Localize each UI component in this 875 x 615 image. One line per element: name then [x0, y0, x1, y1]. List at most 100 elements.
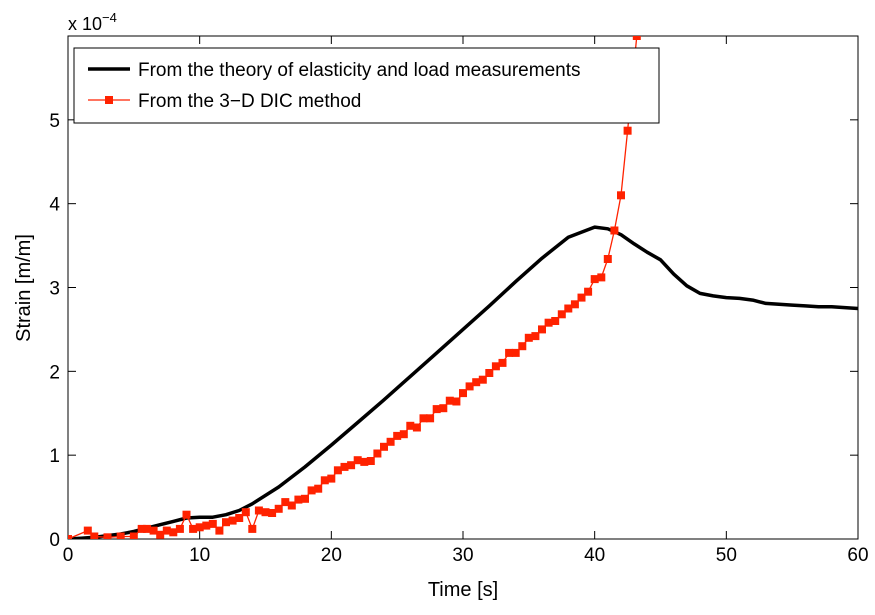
data-point — [366, 457, 375, 465]
data-point — [485, 369, 494, 377]
data-point — [340, 462, 349, 471]
data-point — [551, 317, 560, 325]
data-point — [175, 524, 184, 533]
data-point — [169, 528, 178, 537]
series-line-0 — [68, 225, 858, 539]
x-tick-label: 40 — [584, 545, 605, 566]
data-point — [248, 524, 257, 533]
y-multiplier-label: x 10−4 — [68, 10, 117, 34]
x-axis: 0 10 20 30 40 50 60 — [63, 36, 869, 566]
data-point — [386, 437, 395, 446]
data-point — [426, 414, 435, 423]
data-point — [301, 494, 309, 503]
data-point — [399, 430, 408, 439]
data-point — [228, 516, 237, 525]
data-point — [439, 404, 448, 413]
data-point — [294, 495, 303, 504]
data-point — [327, 474, 336, 483]
data-point — [597, 273, 606, 282]
data-point — [208, 519, 217, 528]
data-point — [320, 476, 329, 485]
data-point — [116, 532, 125, 539]
data-point — [632, 36, 641, 40]
data-point — [274, 504, 283, 513]
data-point — [544, 318, 553, 327]
data-point — [195, 523, 204, 532]
data-point — [445, 396, 454, 405]
data-point — [143, 524, 151, 533]
data-point — [307, 486, 316, 495]
data-point — [215, 526, 224, 535]
data-point — [162, 526, 171, 535]
legend: From the theory of elasticity and load m… — [73, 47, 660, 124]
data-point — [156, 530, 165, 539]
data-point — [577, 293, 586, 302]
data-point — [570, 300, 579, 309]
data-point — [531, 332, 540, 341]
data-point — [380, 442, 388, 451]
data-point — [478, 375, 487, 384]
legend-box — [73, 47, 660, 124]
data-point — [498, 358, 507, 367]
data-point — [254, 506, 263, 515]
legend-label-dic: From the 3−D DIC method — [138, 91, 361, 112]
y-axis-label: Strain [m/m] — [13, 234, 35, 342]
data-point — [149, 526, 158, 535]
data-point — [610, 226, 619, 235]
data-point — [90, 532, 99, 539]
x-tick-label: 30 — [452, 545, 473, 566]
legend-label-theory: From the theory of elasticity and load m… — [138, 60, 580, 81]
data-point — [268, 509, 277, 517]
data-point — [393, 431, 402, 440]
data-point — [511, 348, 520, 357]
data-point — [103, 533, 112, 539]
data-point — [491, 362, 500, 371]
x-tick-label: 10 — [189, 545, 210, 566]
data-point — [472, 378, 481, 387]
data-point — [235, 514, 244, 522]
x-tick-label: 20 — [321, 545, 342, 566]
data-point — [419, 414, 428, 423]
data-point — [505, 348, 514, 357]
y-tick-label: 2 — [49, 362, 60, 383]
data-point — [83, 526, 92, 535]
y-tick-label: 4 — [49, 195, 60, 216]
data-point — [538, 325, 546, 334]
data-point — [373, 449, 382, 458]
data-point — [222, 518, 230, 527]
data-point — [261, 508, 270, 517]
data-point — [68, 535, 72, 539]
data-point — [623, 126, 632, 135]
data-point — [129, 532, 138, 539]
y-multiplier-exponent: −4 — [102, 10, 117, 25]
x-tick-label: 60 — [847, 545, 868, 566]
data-point — [314, 484, 323, 493]
x-tick-label: 50 — [716, 545, 737, 566]
y-tick-label: 3 — [49, 279, 60, 300]
data-point — [518, 342, 527, 351]
data-point — [603, 255, 612, 263]
data-point — [617, 191, 625, 200]
data-point — [333, 466, 342, 475]
series-layer — [68, 36, 858, 539]
y-tick-label: 0 — [49, 530, 60, 551]
data-point — [353, 456, 362, 465]
data-point — [412, 423, 421, 432]
data-point — [452, 397, 461, 406]
data-point — [584, 287, 593, 296]
data-point — [241, 508, 250, 517]
data-point — [557, 310, 566, 319]
legend-marker-dic — [105, 96, 113, 104]
y-tick-label: 1 — [49, 446, 60, 467]
data-point — [287, 501, 296, 510]
y-tick-label: 5 — [49, 111, 60, 132]
data-point — [564, 304, 573, 313]
data-point — [432, 405, 441, 414]
data-point — [465, 382, 474, 391]
data-point — [459, 389, 467, 398]
data-point — [281, 498, 290, 507]
data-point — [360, 457, 369, 466]
data-point — [347, 461, 356, 470]
